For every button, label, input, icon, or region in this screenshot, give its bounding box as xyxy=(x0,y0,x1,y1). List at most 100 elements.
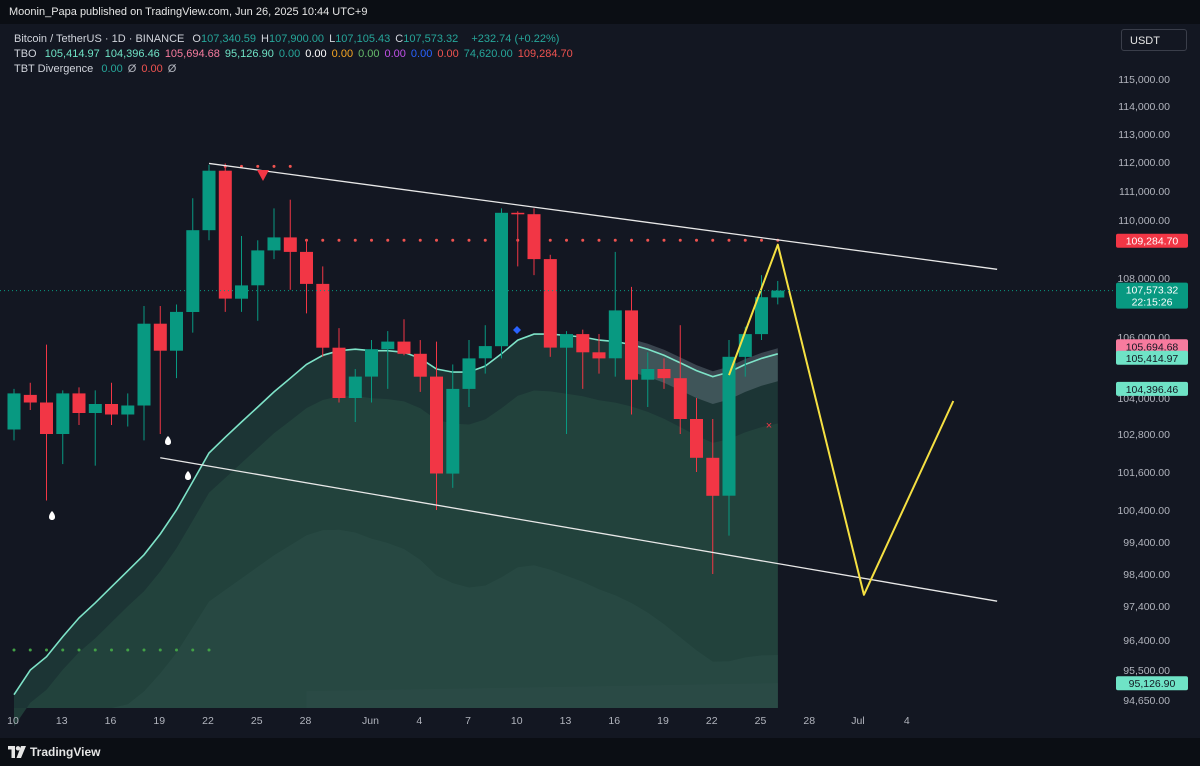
legend-ohlc-label: C xyxy=(395,33,404,45)
publisher-line: Moonin_Papa published on TradingView.com… xyxy=(9,6,368,18)
support-dot xyxy=(61,648,65,652)
candle-body xyxy=(170,311,183,351)
cloud-floor xyxy=(306,683,778,708)
price-tick-label: 110,000.00 xyxy=(1118,215,1170,227)
candle-body xyxy=(153,323,167,351)
legend-value: Ø xyxy=(167,63,177,75)
legend-ohlc-label: H xyxy=(261,33,269,45)
countdown-text: 22:15:26 xyxy=(1132,297,1173,309)
candle-body xyxy=(267,237,281,251)
candle-body xyxy=(40,402,53,434)
support-dot xyxy=(175,648,178,652)
candle-body xyxy=(332,347,346,398)
candles xyxy=(7,163,785,574)
price-label-box xyxy=(1116,676,1188,691)
legend-value: 105,414.97 xyxy=(44,48,100,60)
resistance-dot xyxy=(727,238,731,242)
resistance-dot xyxy=(646,238,650,242)
candle-body xyxy=(690,419,703,458)
price-tick-label: 114,000.00 xyxy=(1118,101,1170,113)
resistance-dot xyxy=(711,238,715,242)
resistance-dot xyxy=(370,238,373,242)
candle-body xyxy=(430,376,443,474)
price-label-text: 105,414.97 xyxy=(1126,353,1179,365)
trendlines xyxy=(160,162,998,602)
resistance-dot xyxy=(630,238,633,242)
price-label-text: 95,126.90 xyxy=(1129,678,1176,690)
price-tick-label: 98,400.00 xyxy=(1123,569,1170,581)
cross-signal-icon: × xyxy=(766,420,772,432)
candle-body xyxy=(478,346,492,359)
time-tick-label: 16 xyxy=(105,715,117,727)
time-tick-label: 19 xyxy=(657,715,669,727)
candle-body xyxy=(72,393,86,413)
candle-body xyxy=(592,352,606,359)
candle-body xyxy=(365,349,378,377)
top-dot xyxy=(288,164,292,168)
price-labels: 109,284.70107,573.3222:15:26105,694.6810… xyxy=(0,233,1188,691)
legend-value: 104,396.46 xyxy=(104,48,160,60)
legend-tbo-label: TBO xyxy=(14,48,37,60)
support-dot xyxy=(28,648,32,652)
legend-ohlc: O107,340.59 H107,900.00 L107,105.43 C107,57… xyxy=(192,33,463,45)
candle-body xyxy=(23,394,37,403)
candle-body xyxy=(283,237,297,252)
legend-value: 0.00 xyxy=(141,63,163,75)
support-dot xyxy=(110,648,113,652)
candle-body xyxy=(413,353,427,377)
time-tick-label: 7 xyxy=(465,715,471,727)
candle-body xyxy=(251,250,265,286)
candle-body xyxy=(397,341,411,354)
legend-value: Ø xyxy=(127,63,137,75)
upper-trendline xyxy=(208,162,998,270)
resistance-dot xyxy=(743,238,747,242)
resistance-dot xyxy=(451,238,455,242)
legend-value: 105,694.68 xyxy=(164,48,220,60)
price-label-box xyxy=(1116,350,1188,365)
candle-body xyxy=(218,170,232,299)
candle-body xyxy=(137,323,151,406)
legend-change: +232.74 (+0.22%) xyxy=(471,33,560,45)
candle-body xyxy=(56,393,70,434)
top-dot xyxy=(256,164,260,168)
candle-body xyxy=(235,285,248,299)
legend-value: 95,126.90 xyxy=(224,48,274,60)
candle-body xyxy=(527,214,541,260)
candle-body xyxy=(673,378,687,419)
resistance-dot xyxy=(321,238,325,242)
legend-divergence-values: 0.00 Ø 0.00 Ø xyxy=(101,63,181,75)
time-tick-label: 4 xyxy=(416,715,422,727)
candle-body xyxy=(202,170,216,231)
time-tick-label: 4 xyxy=(904,715,910,727)
candle-body xyxy=(105,404,118,415)
candle-body xyxy=(381,341,395,350)
currency-button[interactable]: USDT xyxy=(1121,29,1187,51)
price-label-box xyxy=(1116,282,1188,309)
publish-bar: Moonin_Papa published on TradingView.com… xyxy=(0,0,1200,24)
candle-body xyxy=(576,334,590,353)
legend-divergence-label: TBT Divergence xyxy=(14,63,94,75)
candle-body xyxy=(495,212,508,347)
legend-tbo-row[interactable]: TBO 105,414.97 104,396.46 105,694.68 95,126… xyxy=(14,48,583,60)
legend-value: 0.00 xyxy=(358,48,380,60)
time-tick-label: 28 xyxy=(300,715,312,727)
resistance-dot xyxy=(386,238,390,242)
legend-divergence-row[interactable]: TBT Divergence 0.00 Ø 0.00 Ø xyxy=(14,63,186,75)
resistance-dot xyxy=(760,238,763,242)
tradingview-wordmark: TradingView xyxy=(30,745,101,759)
candle-body xyxy=(722,356,736,496)
candle-body xyxy=(446,388,460,474)
cloud-low xyxy=(14,529,778,708)
price-tick-label: 101,600.00 xyxy=(1117,467,1170,479)
lower-trendline xyxy=(160,457,998,602)
candle-body xyxy=(608,310,622,359)
price-tick-label: 102,800.00 xyxy=(1117,429,1170,441)
time-tick-label: 28 xyxy=(803,715,815,727)
diamond-signal-icon xyxy=(513,326,521,334)
bottom-signal-icon xyxy=(49,511,55,520)
time-tick-label: 22 xyxy=(706,715,718,727)
resistance-dot xyxy=(418,238,422,242)
resistance-dot xyxy=(662,238,666,242)
tradingview-logo[interactable]: TradingView xyxy=(8,744,100,760)
